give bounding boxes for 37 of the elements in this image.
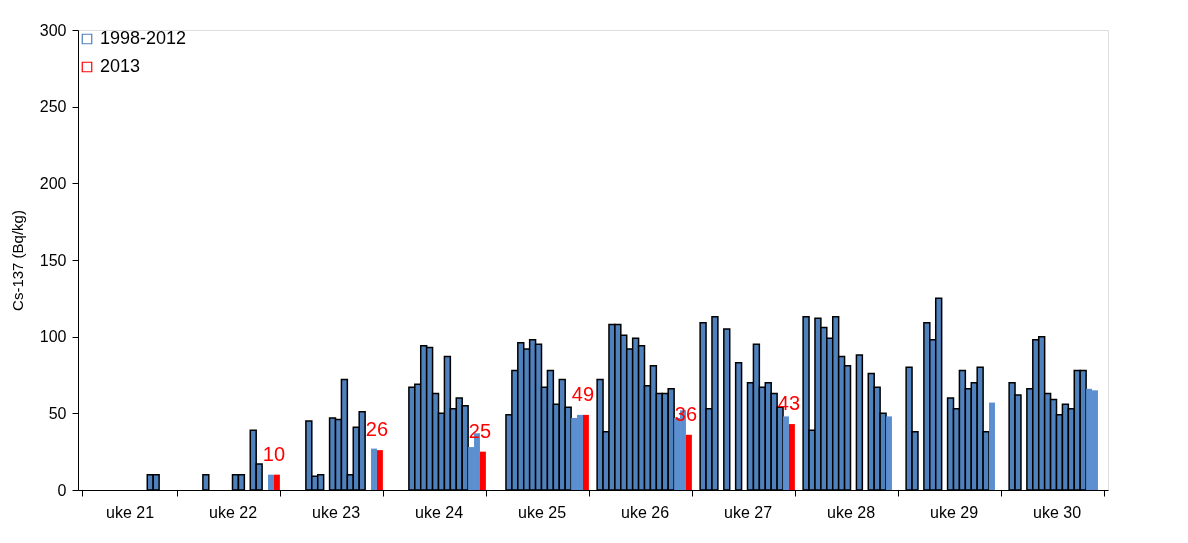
bar — [582, 414, 589, 490]
bar — [268, 474, 274, 490]
data-label: 49 — [571, 382, 595, 405]
y-tick-label: 200 — [39, 174, 67, 192]
y-tick-label: 50 — [48, 404, 67, 422]
data-label: 25 — [468, 419, 492, 442]
y-tick-label: 250 — [39, 98, 67, 116]
bar — [788, 424, 795, 490]
legend-label: 1998-2012 — [100, 28, 187, 48]
bar — [371, 448, 377, 490]
bar — [273, 474, 280, 490]
data-label: 43 — [777, 392, 801, 415]
x-tick-label: uke 24 — [414, 503, 464, 521]
x-tick-label: uke 22 — [208, 503, 258, 521]
x-tick-label: uke 27 — [723, 503, 773, 521]
x-tick-label: uke 26 — [620, 503, 670, 521]
y-tick-label: 300 — [39, 21, 67, 39]
x-tick-label: uke 21 — [105, 503, 155, 521]
x-tick-label: uke 25 — [517, 503, 567, 521]
bar — [783, 416, 789, 490]
y-tick-label: 150 — [39, 251, 67, 269]
data-label: 26 — [365, 418, 389, 441]
y-tick-label: 0 — [57, 481, 67, 499]
x-tick-label: uke 30 — [1032, 503, 1082, 521]
bar — [886, 416, 892, 490]
bar — [685, 434, 692, 490]
bar — [989, 402, 995, 490]
x-tick-label: uke 29 — [929, 503, 979, 521]
x-tick-label: uke 28 — [826, 503, 876, 521]
legend-label: 2013 — [100, 56, 141, 76]
data-label: 10 — [262, 442, 286, 465]
data-label: 36 — [674, 402, 698, 425]
x-tick-label: uke 23 — [311, 503, 361, 521]
y-tick-label: 100 — [39, 328, 67, 346]
bar — [479, 451, 486, 490]
y-axis-title: Cs-137 (Bq/kg) — [8, 210, 26, 311]
bar — [376, 450, 383, 490]
